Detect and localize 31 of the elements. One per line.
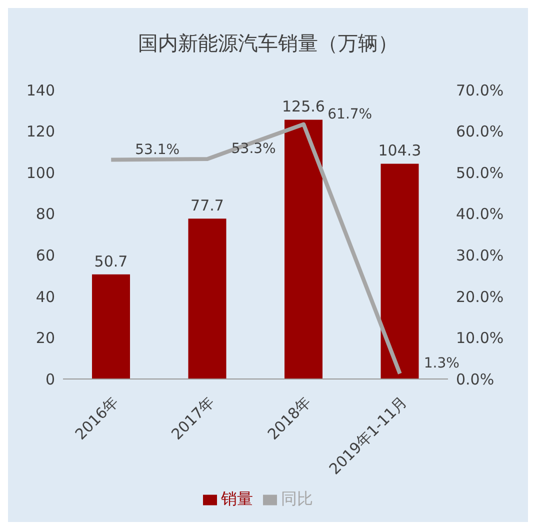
legend-label: 销量 — [221, 489, 253, 508]
y2-tick-label: 20.0% — [456, 288, 504, 306]
y-tick-label: 140 — [26, 81, 55, 100]
legend-label: 同比 — [281, 489, 313, 508]
bar — [380, 164, 419, 379]
y2-tick-label: 50.0% — [456, 164, 504, 182]
data-label: 53.1% — [135, 142, 180, 158]
y2-tick-label: 60.0% — [456, 122, 504, 141]
bar — [188, 218, 226, 379]
data-label: 125.6 — [282, 98, 325, 116]
bar — [92, 274, 130, 379]
data-label: 53.3% — [231, 140, 276, 157]
data-label: 104.3 — [378, 142, 422, 160]
data-label: 1.3% — [424, 356, 460, 372]
y-tick-label: 60 — [36, 246, 55, 264]
bar — [284, 120, 322, 379]
data-label: 77.7 — [190, 196, 224, 215]
y2-tick-label: 40.0% — [456, 205, 504, 224]
y-tick-label: 100 — [26, 164, 55, 182]
y-tick-label: 120 — [26, 122, 55, 141]
y2-tick-label: 30.0% — [456, 246, 504, 264]
y-tick-label: 40 — [36, 288, 55, 306]
y-tick-label: 80 — [36, 205, 55, 224]
y2-tick-label: 70.0% — [456, 81, 504, 100]
y2-tick-label: 0.0% — [456, 370, 494, 388]
y-tick-label: 20 — [36, 329, 55, 348]
y2-tick-label: 10.0% — [456, 329, 504, 348]
data-label: 50.7 — [94, 252, 128, 270]
chart-title: 国内新能源汽车销量（万辆） — [137, 30, 399, 57]
y-tick-label: 0 — [45, 370, 55, 388]
data-label: 61.7% — [328, 106, 372, 122]
